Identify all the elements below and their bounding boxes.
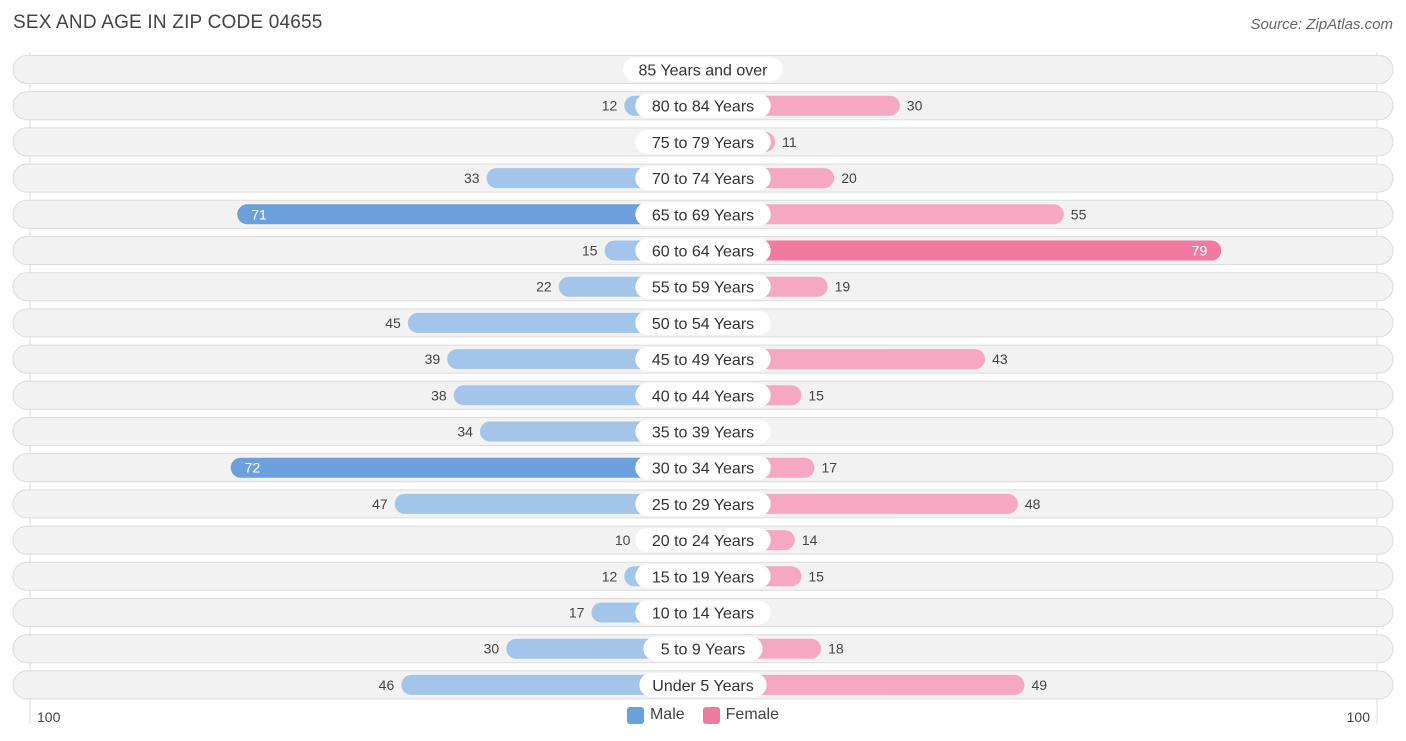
- value-label-female: 15: [808, 387, 824, 403]
- category-label: 60 to 64 Years: [652, 244, 754, 261]
- legend-label-female: Female: [725, 706, 780, 723]
- value-label-male: 72: [245, 460, 261, 476]
- bar-female[interactable]: [703, 240, 1222, 261]
- category-label: 80 to 84 Years: [652, 99, 754, 116]
- value-label-male: 47: [372, 496, 388, 512]
- category-label-background: [635, 202, 771, 227]
- value-label-female: 43: [992, 351, 1008, 367]
- value-label-female: 17: [822, 460, 838, 476]
- value-label-male: 12: [602, 568, 618, 584]
- category-label: 75 to 79 Years: [652, 135, 754, 152]
- legend: Male Female: [0, 706, 1406, 724]
- chart-title: SEX AND AGE IN ZIP CODE 04655: [13, 12, 323, 33]
- category-label: 10 to 14 Years: [652, 606, 754, 623]
- bar-female[interactable]: [703, 204, 1064, 225]
- value-label-male: 15: [582, 243, 598, 259]
- legend-label-male: Male: [649, 706, 685, 723]
- value-label-male: 10: [615, 532, 631, 548]
- value-label-male: 34: [457, 424, 473, 440]
- value-label-male: 39: [425, 351, 441, 367]
- category-label: 25 to 29 Years: [652, 497, 754, 514]
- bar-male[interactable]: [230, 457, 703, 478]
- axis-label-left: 100: [37, 709, 61, 725]
- value-label-female: 20: [841, 170, 857, 186]
- category-label: 30 to 34 Years: [652, 461, 754, 478]
- category-label-background: [635, 383, 771, 408]
- source-label: Source: ZipAtlas.com: [1250, 16, 1393, 33]
- category-label-background: [635, 238, 771, 263]
- category-label-background: [635, 310, 771, 335]
- value-label-female: 19: [835, 279, 851, 295]
- axis-label-right: 100: [1347, 709, 1371, 725]
- value-label-male: 71: [251, 206, 267, 222]
- value-label-male: 30: [484, 641, 500, 657]
- legend-swatch-male: [626, 706, 644, 724]
- category-label-background: [635, 274, 771, 299]
- category-label-background: [635, 600, 771, 625]
- category-label: 35 to 39 Years: [652, 425, 754, 442]
- category-label-background: [635, 491, 771, 516]
- category-label: 5 to 9 Years: [661, 642, 746, 659]
- bar-female[interactable]: [703, 674, 1025, 695]
- category-label-background: [635, 564, 771, 589]
- category-label-background: [623, 57, 783, 82]
- category-label: 55 to 59 Years: [652, 280, 754, 297]
- category-label-background: [635, 129, 771, 154]
- legend-swatch-female: [702, 706, 720, 724]
- value-label-female: 48: [1025, 496, 1041, 512]
- value-label-male: 33: [464, 170, 480, 186]
- bar-male[interactable]: [237, 204, 704, 225]
- category-label: 70 to 74 Years: [652, 171, 754, 188]
- value-label-male: 17: [569, 605, 585, 621]
- bar-female[interactable]: [703, 493, 1018, 514]
- category-label: 50 to 54 Years: [652, 316, 754, 333]
- value-label-female: 49: [1031, 677, 1047, 693]
- category-label-background: [635, 347, 771, 372]
- bar-male[interactable]: [394, 493, 703, 514]
- value-label-female: 14: [802, 532, 818, 548]
- category-label: 65 to 69 Years: [652, 207, 754, 224]
- bar-male[interactable]: [401, 674, 703, 695]
- value-label-female: 15: [808, 568, 824, 584]
- category-label-background: [639, 672, 767, 697]
- legend-item-male[interactable]: Male: [626, 706, 685, 724]
- value-label-female: 79: [1192, 243, 1208, 259]
- category-label: 45 to 49 Years: [652, 352, 754, 369]
- category-label-background: [643, 636, 763, 661]
- value-label-male: 12: [602, 98, 618, 114]
- category-label: 15 to 19 Years: [652, 569, 754, 586]
- category-label-background: [635, 166, 771, 191]
- value-label-male: 45: [385, 315, 401, 331]
- category-label: 40 to 44 Years: [652, 388, 754, 405]
- value-label-female: 30: [907, 98, 923, 114]
- legend-item-female[interactable]: Female: [702, 706, 780, 724]
- bar-male[interactable]: [407, 312, 703, 333]
- category-label-background: [635, 93, 771, 118]
- category-label: 20 to 24 Years: [652, 533, 754, 550]
- value-label-male: 38: [431, 387, 447, 403]
- category-label-background: [635, 419, 771, 444]
- value-label-female: 11: [782, 134, 797, 150]
- value-label-female: 55: [1071, 206, 1087, 222]
- category-label: Under 5 Years: [652, 678, 753, 695]
- value-label-male: 22: [536, 279, 552, 295]
- category-label-background: [635, 455, 771, 480]
- value-label-female: 18: [828, 641, 844, 657]
- category-label-background: [635, 528, 771, 553]
- bar-female[interactable]: [703, 349, 986, 370]
- category-label: 85 Years and over: [639, 63, 769, 80]
- value-label-male: 46: [379, 677, 395, 693]
